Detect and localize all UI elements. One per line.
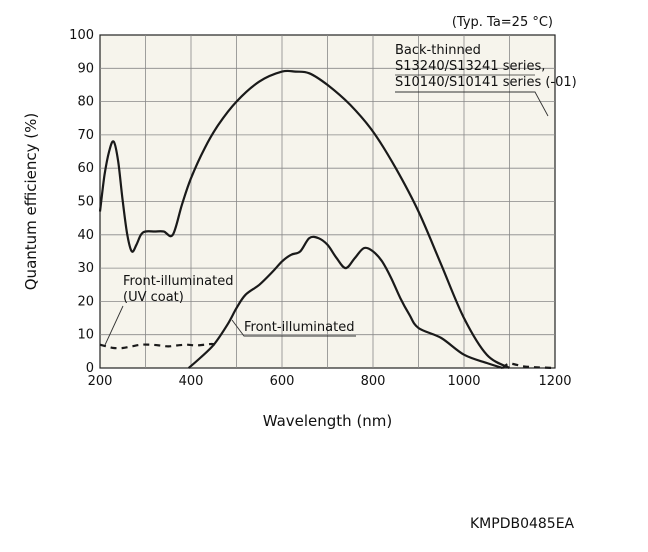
x-tick-label: 600 (270, 374, 295, 389)
y-tick-label: 40 (77, 228, 94, 243)
series-group (98, 69, 556, 370)
tick-labels: 0 10 20 30 40 50 60 70 80 90 100 200 400 600 800 1000 12… (69, 28, 571, 389)
series-front-illuminated (187, 235, 504, 370)
y-tick-label: 70 (77, 128, 94, 143)
annotation-text: Front-illuminated (123, 274, 233, 289)
annotation-leader (395, 91, 549, 117)
grid-lines (100, 35, 555, 368)
x-tick-label: 1200 (538, 374, 571, 389)
x-tick-label: 400 (179, 374, 204, 389)
series-front-uv-coat-tail (502, 362, 556, 370)
y-tick-label: 100 (69, 28, 94, 43)
x-tick-label: 800 (361, 374, 386, 389)
y-axis-label: Quantum efficiency (%) (22, 113, 40, 291)
series-back-thinned (98, 69, 511, 369)
x-axis-label: Wavelength (nm) (263, 412, 393, 430)
annotation-text: S10140/S10141 series (-01) (395, 75, 577, 90)
annotation-leader (104, 305, 124, 346)
y-tick-label: 10 (77, 328, 94, 343)
y-tick-label: 80 (77, 95, 94, 110)
y-tick-label: 50 (77, 195, 94, 210)
annotation-leader (231, 319, 356, 337)
series-front-uv-coat (99, 342, 219, 350)
annotation-text: (UV coat) (123, 290, 184, 305)
x-tick-label: 1000 (447, 374, 480, 389)
condition-label: (Typ. Ta=25 °C) (452, 15, 553, 30)
y-tick-label: 60 (77, 161, 94, 176)
y-tick-label: 30 (77, 261, 94, 276)
x-tick-label: 200 (88, 374, 113, 389)
figure-code: KMPDB0485EA (470, 516, 575, 532)
annotation-text: S13240/S13241 series, (395, 59, 545, 74)
y-tick-label: 90 (77, 61, 94, 76)
y-tick-label: 0 (86, 361, 94, 376)
annotation-text: Back-thinned (395, 43, 481, 58)
y-tick-label: 20 (77, 294, 94, 309)
annotation-text: Front-illuminated (244, 320, 354, 335)
